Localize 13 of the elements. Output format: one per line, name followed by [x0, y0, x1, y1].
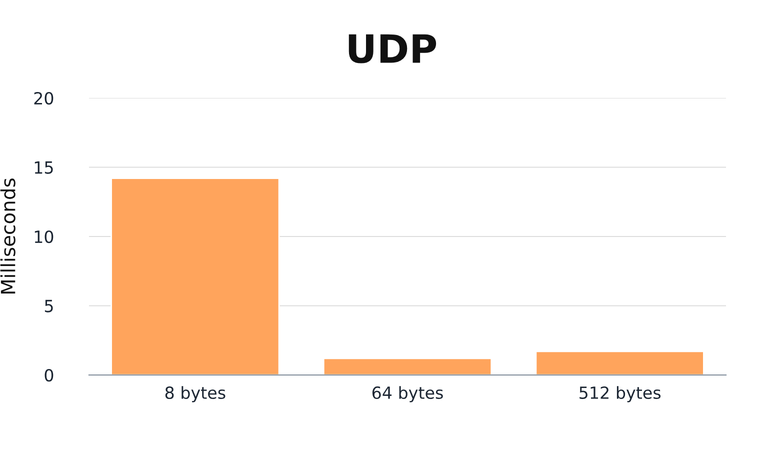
bar: [110, 178, 280, 375]
y-tick-label: 5: [44, 300, 53, 312]
bar: [322, 358, 492, 375]
bar: [535, 350, 704, 375]
x-tick-label: 64 bytes: [372, 386, 443, 402]
y-tick-label: 15: [34, 161, 53, 174]
y-tick-label: 10: [34, 230, 54, 244]
x-tick-label: 8 bytes: [165, 386, 226, 402]
x-tick-label: 512 bytes: [580, 386, 661, 402]
y-axis-title: Milliseconds: [0, 178, 16, 294]
y-tick-label: 20: [34, 92, 54, 105]
y-tick-label: 0: [44, 368, 54, 382]
chart-title: UDP: [348, 34, 436, 64]
